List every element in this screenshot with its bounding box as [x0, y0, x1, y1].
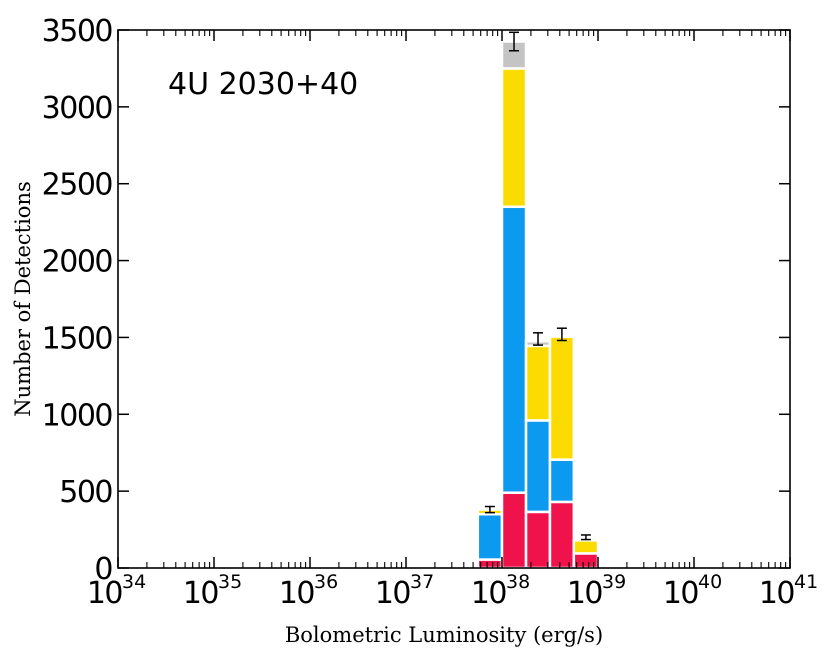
x-tick-exponent: 39 [602, 571, 626, 593]
bar-segment [524, 419, 552, 514]
y-axis-title: Number of Detections [11, 181, 35, 416]
bar-segment [524, 510, 552, 570]
x-tick-label: 10 38 [471, 571, 530, 611]
x-tick-labels: 10 34 10 35 10 36 10 37 10 38 10 39 10 40 10 41 [87, 571, 818, 611]
x-tick-label: 10 41 [759, 571, 818, 611]
plot-frame [117, 29, 791, 569]
y-tick-label: 1500 [42, 321, 113, 356]
x-tick-exponent: 41 [794, 571, 818, 593]
x-tick-exponent: 35 [218, 571, 242, 593]
bar-segment [548, 500, 576, 570]
bar-segment [572, 552, 600, 570]
bar-segment [476, 558, 504, 570]
bar-segment [500, 205, 528, 494]
x-tick-base: 10 [87, 576, 123, 611]
x-tick-base: 10 [759, 576, 795, 611]
x-tick-label: 10 37 [375, 571, 434, 611]
x-tick-base: 10 [183, 576, 219, 611]
x-tick-base: 10 [567, 576, 603, 611]
bar-segment [572, 539, 600, 555]
y-tick-label: 3000 [42, 91, 113, 126]
x-tick-base: 10 [279, 576, 315, 611]
tick-marks [117, 29, 791, 569]
x-tick-label: 10 36 [279, 571, 338, 611]
bar-segment [548, 458, 576, 504]
x-tick-label: 10 35 [183, 571, 242, 611]
error-bar-group [484, 31, 591, 541]
bar-stack-group [476, 40, 600, 570]
y-tick-label: 2000 [42, 245, 113, 280]
x-tick-exponent: 36 [314, 571, 338, 593]
y-tick-labels: 0 500 1000 1500 2000 2500 3000 3500 [42, 14, 114, 587]
bar-segment [500, 67, 528, 209]
y-tick-label: 2500 [42, 168, 113, 203]
x-tick-label: 10 39 [567, 571, 626, 611]
x-tick-exponent: 37 [410, 571, 434, 593]
chart-annotation: 4U 2030+40 [168, 67, 358, 102]
x-tick-base: 10 [375, 576, 411, 611]
bar-segment [500, 491, 528, 570]
y-tick-label: 3500 [42, 14, 113, 49]
y-tick-label: 1000 [42, 398, 113, 433]
x-tick-exponent: 34 [122, 571, 146, 593]
bar-segment [524, 344, 552, 422]
y-tick-label: 500 [59, 475, 112, 510]
x-axis-title: Bolometric Luminosity (erg/s) [285, 623, 603, 647]
x-tick-exponent: 40 [698, 571, 722, 593]
bar-segment [476, 512, 504, 561]
bar-segment [548, 335, 576, 461]
x-tick-exponent: 38 [506, 571, 530, 593]
y-tick-label: 0 [94, 552, 112, 587]
x-tick-label: 10 34 [87, 571, 146, 611]
x-tick-base: 10 [471, 576, 507, 611]
x-tick-base: 10 [663, 576, 699, 611]
x-tick-label: 10 40 [663, 571, 722, 611]
